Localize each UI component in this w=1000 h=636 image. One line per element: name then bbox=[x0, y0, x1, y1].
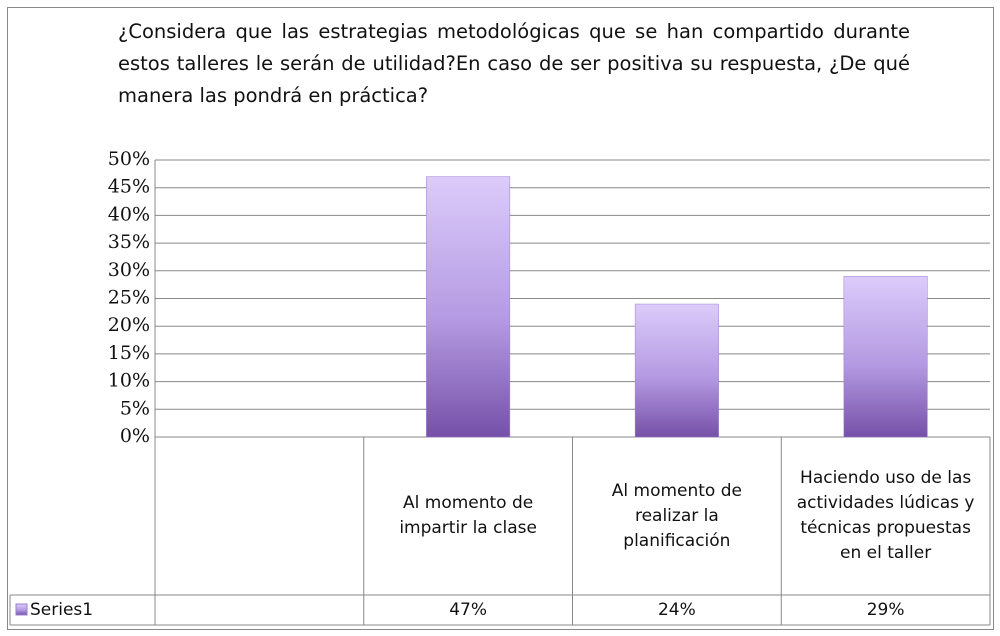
y-tick-label: 40% bbox=[108, 203, 150, 225]
y-tick-label: 25% bbox=[108, 287, 150, 309]
y-tick-label: 30% bbox=[108, 259, 150, 281]
y-tick-label: 10% bbox=[108, 370, 150, 392]
x-tick-label: Haciendo uso de las actividades lúdicas … bbox=[796, 468, 975, 563]
data-table-value: 47% bbox=[449, 599, 488, 620]
y-tick-label: 35% bbox=[108, 231, 150, 253]
data-table-value: 29% bbox=[866, 599, 905, 620]
y-tick-label: 50% bbox=[108, 148, 150, 170]
x-tick-label: Al momento de impartir la clase bbox=[399, 493, 537, 538]
bar bbox=[634, 303, 719, 438]
y-tick-label: 5% bbox=[120, 397, 150, 419]
chart-title: ¿Considera que las estrategias metodológ… bbox=[118, 20, 910, 107]
x-tick-label: Al momento de realizar la planificación bbox=[611, 480, 742, 551]
y-tick-label: 15% bbox=[108, 342, 150, 364]
legend-swatch bbox=[15, 603, 28, 616]
legend-label: Series1 bbox=[30, 599, 94, 620]
data-table-value: 24% bbox=[657, 599, 696, 620]
bar bbox=[426, 176, 511, 438]
bar bbox=[843, 276, 928, 438]
y-tick-label: 0% bbox=[120, 425, 150, 447]
y-tick-label: 20% bbox=[108, 314, 150, 336]
y-tick-label: 45% bbox=[108, 176, 150, 198]
